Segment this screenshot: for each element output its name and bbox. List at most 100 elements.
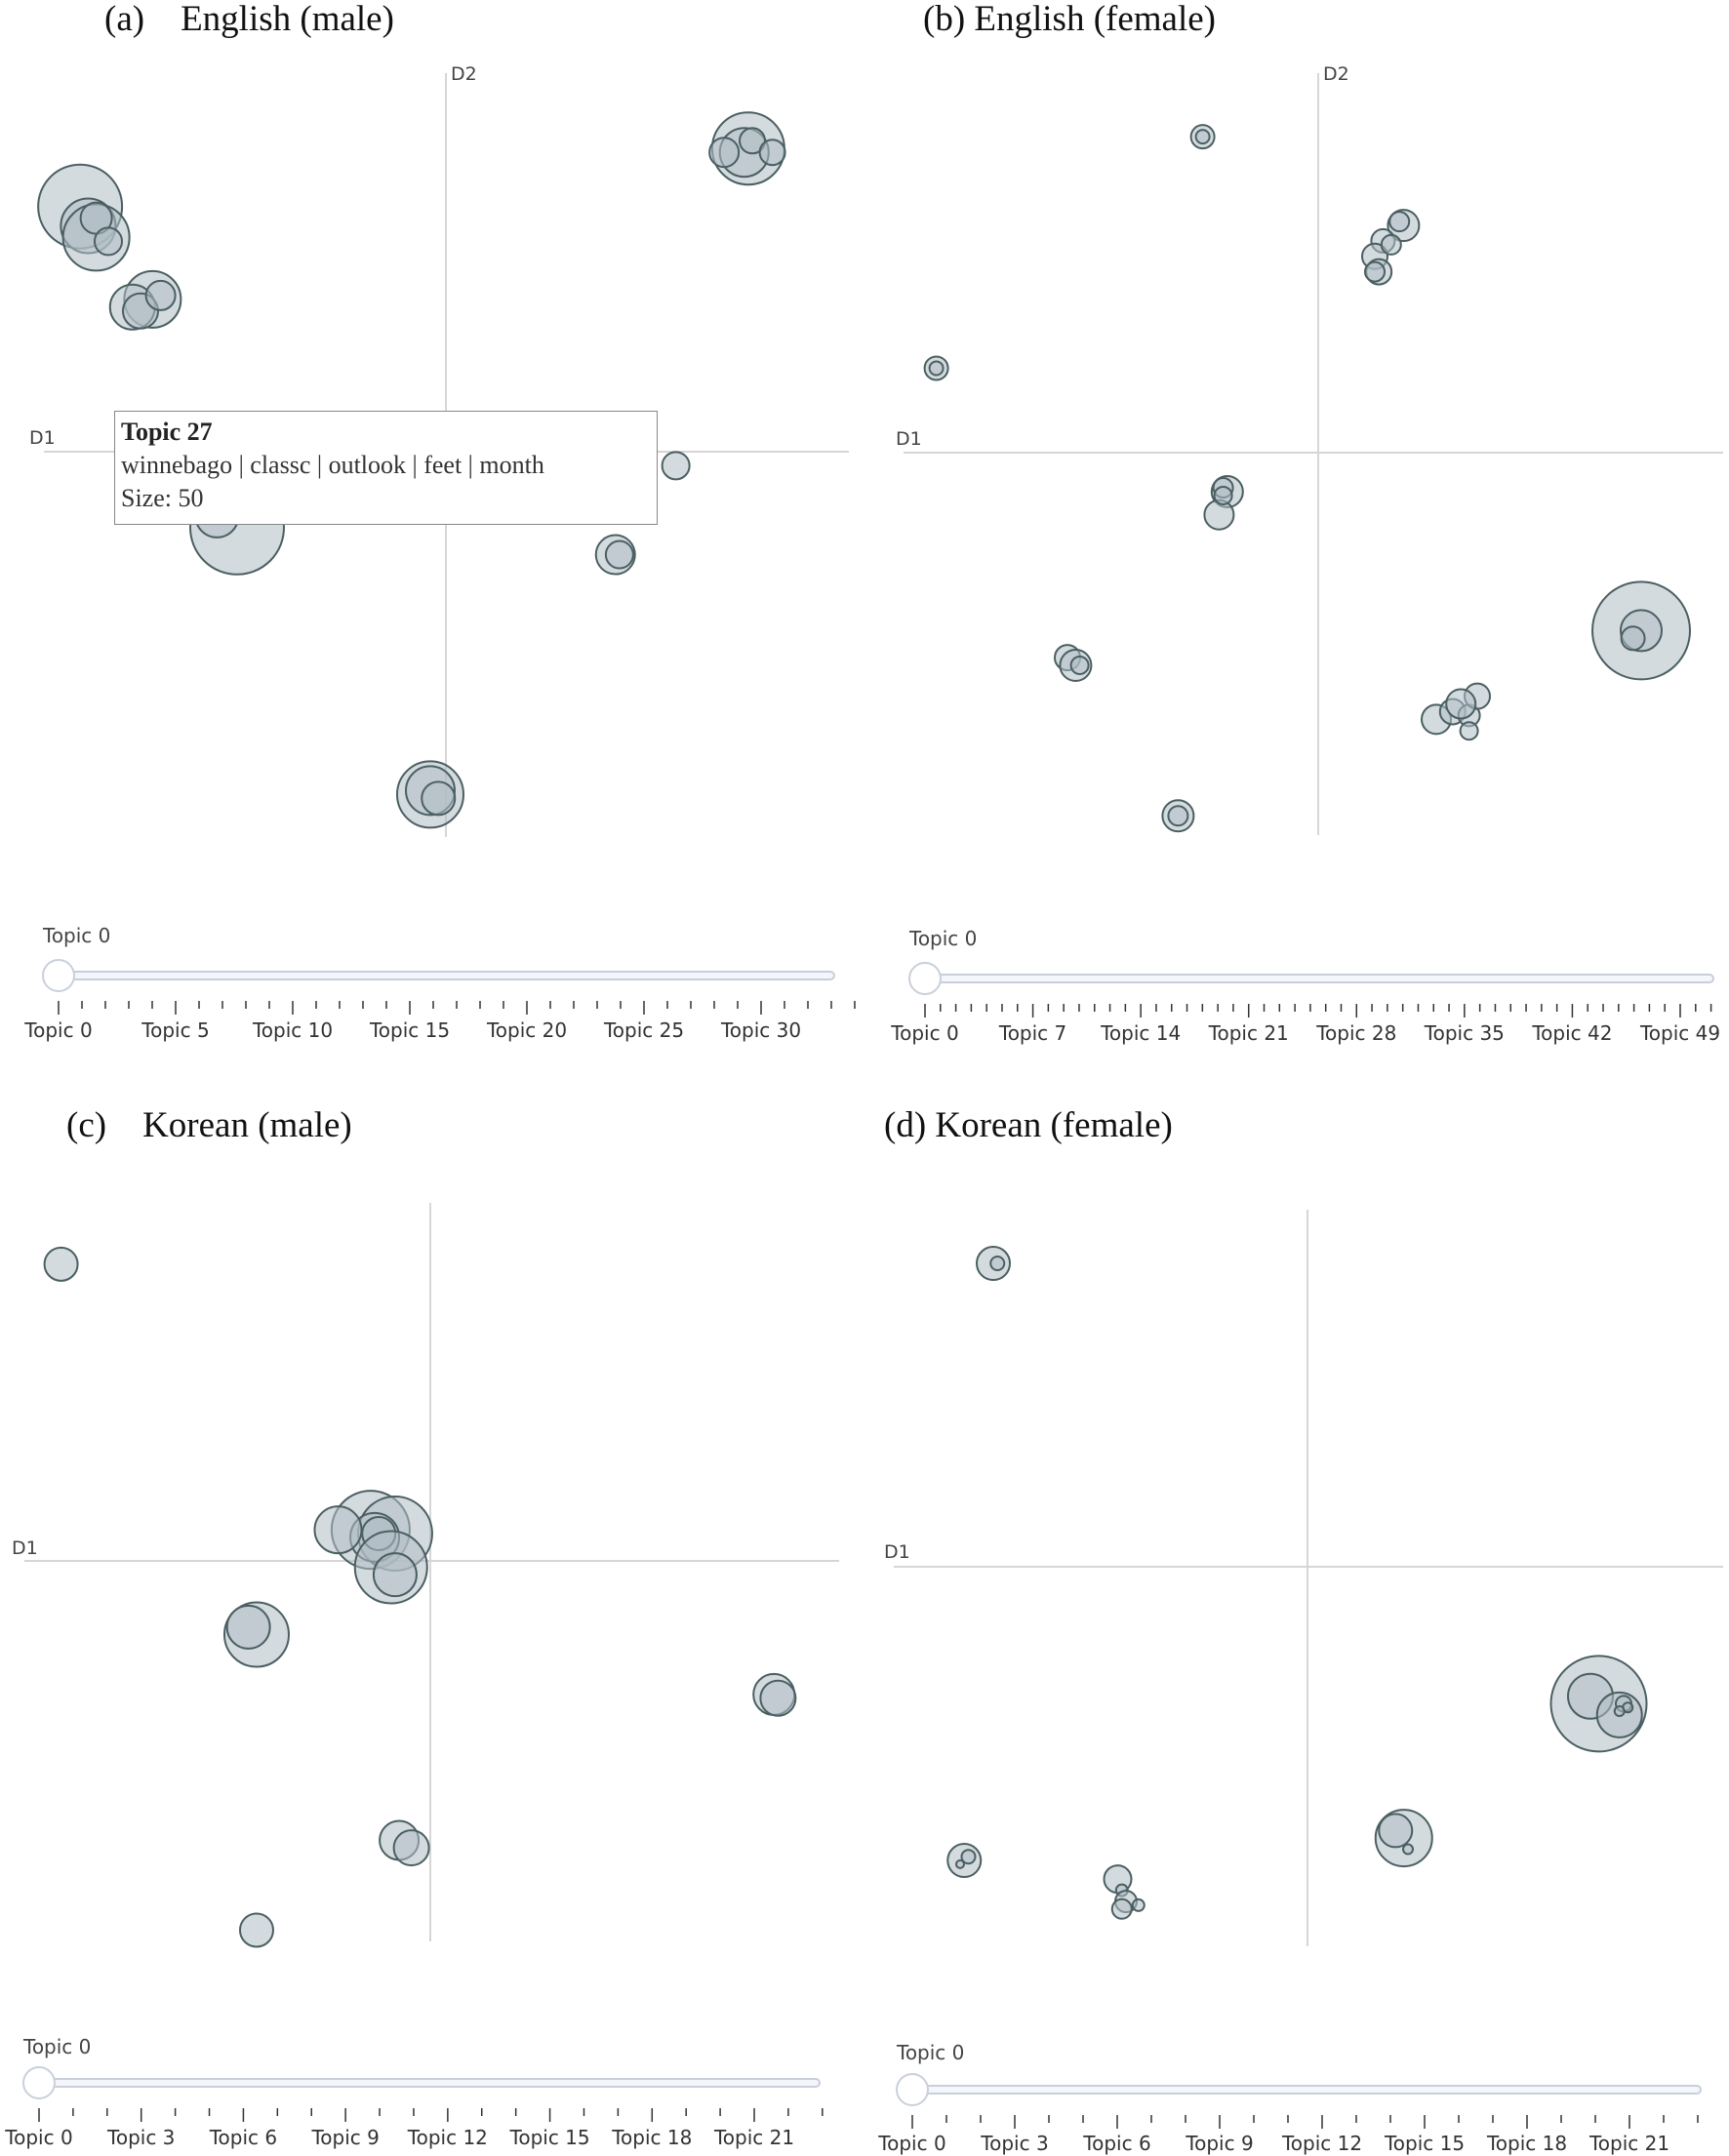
slider-handle[interactable] [42,959,75,992]
slider-track [58,971,835,980]
topic-bubble [1213,485,1233,505]
slider-current-label: Topic 0 [908,927,977,950]
slider-tick-label: Topic 15 [509,2126,590,2149]
topic-bubble [928,360,945,377]
topic-tooltip: Topic 27 winnebago | classc | outlook | … [114,411,658,525]
slider-track [924,974,1714,983]
slider-current-label: Topic 0 [896,2041,964,2064]
slider-tick-label: Topic 35 [1424,1021,1505,1045]
slider-tick-label: Topic 12 [407,2126,488,2149]
slider-track [911,2085,1702,2095]
topic-bubble [1364,260,1386,283]
topic-bubble [1613,1705,1626,1718]
slider-tick-label: Topic 15 [369,1018,450,1042]
slider-handle[interactable] [22,2066,56,2099]
slider-tick-label: Topic 3 [980,2132,1048,2155]
slider-tick-label: Topic 21 [713,2126,794,2149]
topic-bubble [1110,1897,1133,1920]
topic-bubble [43,1246,79,1282]
slider-tick-label: Topic 18 [1486,2132,1567,2155]
topic-bubble [1194,129,1211,145]
slider-tick-label: Topic 3 [106,2126,175,2149]
slider-tick-label: Topic 0 [4,2126,72,2149]
topic-bubble [372,1552,418,1598]
slider-tick-label: Topic 5 [141,1018,209,1042]
slider-current-label: Topic 0 [22,2035,91,2058]
tooltip-words: winnebago | classc | outlook | feet | mo… [121,451,544,479]
panel-title: (c) Korean (male) [66,1105,352,1145]
panel-english-female: (b) English (female) D1 D2 Topic 0 Topic 0 T… [864,0,1729,1078]
slider-tick-label: Topic 0 [23,1018,92,1042]
x-axis-label: D1 [29,427,56,449]
slider-tick-label: Topic 10 [252,1018,333,1042]
scatter-plot-korean-male: D1 Topic 0 Topic 0 Topic 3 Topic 6 Topic 9 Top… [4,1203,839,2149]
topic-bubble [1402,1843,1414,1856]
slider-track [38,2078,821,2088]
slider-tick-label: Topic 21 [1588,2132,1669,2155]
topic-bubble [1167,805,1189,827]
topic-bubble [960,1849,977,1865]
slider-tick-label: Topic 28 [1315,1021,1396,1045]
y-axis-label: D2 [451,63,477,85]
topic-bubble [1203,499,1235,531]
slider-tick-label: Topic 20 [486,1018,567,1042]
slider-tick-label: Topic 0 [890,1021,958,1045]
slider-tick-label: Topic 6 [209,2126,277,2149]
slider-tick-label: Topic 15 [1384,2132,1465,2155]
slider-tick-label: Topic 12 [1281,2132,1362,2155]
topic-bubble [94,226,123,257]
y-axis-label: D2 [1323,63,1349,85]
topic-bubble [313,1505,363,1555]
slider-tick-label: Topic 21 [1208,1021,1289,1045]
topic-bubble [1388,211,1411,233]
scatter-plot-korean-female: D1 Topic 0 Topic 0 Topic 3 Topic 6 Topic 9 Top… [877,1210,1723,2155]
slider-tick-label: Topic 6 [1082,2132,1150,2155]
slider-handle[interactable] [896,2073,929,2106]
panel-korean-female: (d) Korean (female) D1 Topic 0 Topic 0 Topi… [864,1078,1729,2156]
tooltip-title: Topic 27 [121,418,213,446]
panel-english-male: (a) English (male) D1 D2 Topic 0 Topic 0 Top… [0,0,864,1078]
topic-bubble [225,1604,271,1650]
slider-tick-label: Topic 14 [1100,1021,1181,1045]
slider-tick-label: Topic 9 [1185,2132,1253,2155]
slider-tick-label: Topic 25 [603,1018,684,1042]
slider-tick-label: Topic 18 [611,2126,692,2149]
panel-korean-male: (c) Korean (male) D1 Topic 0 Topic 0 Topic … [0,1078,864,2156]
topic-bubble [144,279,177,311]
slider-tick-label: Topic 9 [310,2126,379,2149]
topic-bubble [1445,688,1477,720]
slider-tick-label: Topic 7 [998,1021,1066,1045]
slider-handle[interactable] [908,962,942,995]
topic-bubble [604,539,634,570]
tooltip-size: Size: 50 [121,484,204,512]
topic-bubble [661,451,691,481]
scatter-plot-english-female: D1 D2 Topic 0 Topic 0 Topic 7 Topic 14 Topic 2… [890,63,1723,1045]
scatter-plot-english-male: D1 D2 Topic 0 Topic 0 Topic 5 Topic 10 Topic 1… [23,63,856,1042]
topic-bubble [708,137,741,169]
topic-bubble [1069,655,1090,675]
panel-title: (d) Korean (female) [884,1105,1173,1145]
slider-tick-label: Topic 30 [720,1018,801,1042]
slider-tick-label: Topic 42 [1531,1021,1612,1045]
x-axis-label: D1 [12,1537,38,1559]
x-axis-label: D1 [896,428,922,450]
topic-bubble [392,1829,430,1867]
panel-title: (a) English (male) [104,0,394,39]
topic-bubble [421,780,457,817]
topic-bubble [1380,233,1402,256]
slider-tick-label: Topic 0 [877,2132,945,2155]
topic-bubble [1131,1897,1146,1912]
panel-title: (b) English (female) [923,0,1216,39]
slider-current-label: Topic 0 [42,924,110,947]
topic-bubble [1378,1813,1414,1849]
topic-bubble [1459,721,1479,741]
topic-bubble [758,139,786,167]
topic-bubble [989,1256,1006,1272]
slider-tick-label: Topic 49 [1639,1021,1720,1045]
topic-bubble [739,127,766,155]
topic-bubble [238,1912,274,1948]
topic-bubble [759,1679,797,1717]
topic-bubble [955,1858,965,1869]
topic-bubble [1620,625,1646,652]
x-axis-label: D1 [884,1541,910,1563]
